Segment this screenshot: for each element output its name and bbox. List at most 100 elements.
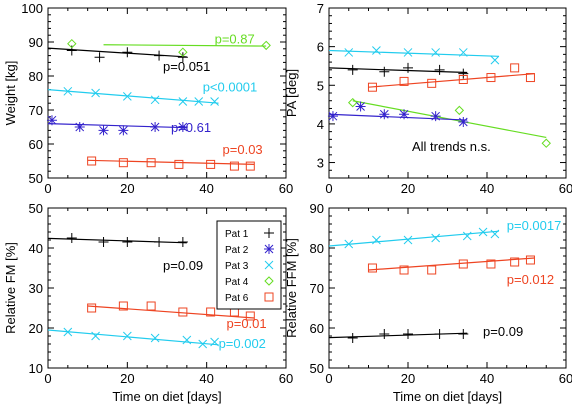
data-point	[403, 48, 413, 57]
data-point	[177, 237, 188, 247]
annotation-label: p=0.61	[171, 120, 211, 135]
x-tick-label: 0	[44, 371, 51, 386]
data-point	[206, 159, 216, 169]
data-point	[367, 82, 377, 92]
trend-line	[47, 47, 187, 58]
y-tick-label: 90	[310, 201, 324, 216]
trend-line	[328, 332, 468, 339]
data-point	[458, 116, 469, 127]
data-point	[454, 105, 465, 116]
data-point	[87, 303, 97, 313]
data-point	[118, 125, 129, 136]
data-point	[98, 125, 109, 136]
trend-line	[103, 44, 267, 47]
legend-marker	[264, 292, 274, 302]
y-tick-label: 70	[29, 103, 43, 118]
data-point	[458, 68, 469, 79]
y-tick-label: 7	[317, 1, 324, 16]
x-tick-label: 60	[559, 371, 572, 386]
legend-label: Pat 4	[225, 277, 249, 288]
data-point	[122, 237, 133, 247]
data-point	[462, 231, 472, 241]
annotation-label: p=0.051	[163, 59, 210, 74]
trend-line	[368, 73, 535, 88]
data-point	[91, 331, 100, 341]
y-axis-label: Relative FM [%]	[3, 242, 18, 334]
data-point	[458, 74, 468, 84]
data-point	[206, 307, 216, 317]
data-point	[427, 265, 437, 275]
legend-label: Pat 1	[225, 229, 249, 240]
x-tick-label: 20	[120, 181, 134, 196]
data-point	[91, 88, 100, 98]
data-point	[344, 48, 354, 57]
data-point	[146, 158, 156, 168]
data-point	[478, 227, 488, 237]
series-pat-3	[47, 327, 219, 349]
series-pat-1	[328, 62, 469, 79]
data-point	[63, 86, 73, 96]
x-tick-label: 60	[559, 181, 572, 196]
annotation-label: p=0.0017	[507, 218, 562, 233]
y-tick-label: 50	[310, 361, 324, 376]
data-point	[150, 333, 160, 343]
legend-marker	[264, 260, 274, 270]
data-point	[122, 331, 132, 341]
data-point	[510, 63, 520, 73]
data-point	[434, 64, 445, 75]
x-tick-label: 40	[480, 371, 494, 386]
trend-line	[47, 329, 219, 346]
trend-line	[47, 237, 187, 244]
y-tick-label: 10	[29, 361, 43, 376]
annotation-label: p=0.09	[483, 324, 523, 339]
data-point	[67, 38, 77, 49]
x-tick-label: 40	[480, 181, 494, 196]
series-pat-6	[367, 255, 535, 275]
data-point	[541, 138, 551, 148]
legend-label: Pat 2	[225, 245, 249, 256]
x-tick-label: 0	[325, 371, 332, 386]
data-point	[372, 235, 381, 245]
data-point	[399, 109, 410, 120]
annotation-label: p=0.01	[227, 316, 267, 331]
trend-line	[87, 305, 255, 319]
data-point	[403, 62, 413, 73]
trend-line	[328, 113, 468, 121]
legend-marker	[264, 228, 274, 238]
data-point	[146, 301, 156, 311]
y-tick-label: 80	[310, 241, 324, 256]
annotation-label: p=0.87	[215, 32, 255, 47]
chart-panel-2: 0 20 40 60 3 4 5 6 7 PA [deg] All trends n.s.	[284, 1, 572, 196]
data-point	[94, 52, 105, 63]
data-point	[198, 339, 208, 349]
data-point	[367, 263, 377, 273]
series-pat-6	[367, 63, 535, 92]
data-point	[347, 333, 358, 343]
data-point	[261, 40, 271, 51]
y-tick-label: 60	[310, 321, 324, 336]
annotation-label: p=0.012	[507, 272, 554, 287]
data-point	[150, 95, 160, 105]
data-point	[154, 50, 165, 61]
data-point	[177, 122, 188, 132]
chart-panel-3: 0 20 40 60 10 20 30 40 50 Relative FM [%] Time on …	[3, 201, 293, 404]
data-point	[174, 159, 184, 169]
data-point	[118, 301, 128, 311]
data-point	[486, 73, 496, 83]
data-point	[210, 337, 219, 347]
data-point	[63, 327, 73, 337]
data-point	[87, 156, 97, 166]
data-point	[182, 335, 192, 345]
legend: Pat 1 Pat 2 Pat 3 Pat 4 Pat 6	[216, 220, 282, 310]
x-tick-label: 0	[325, 181, 332, 196]
y-tick-label: 40	[29, 241, 43, 256]
y-tick-label: 30	[29, 281, 43, 296]
x-tick-label: 40	[199, 181, 213, 196]
chart-panel-1: 0 20 40 60 50 60 70 80 90 100 Weight [kg] p=0.87 p=0…	[3, 1, 293, 196]
series-pat-1	[328, 329, 469, 343]
data-point	[154, 237, 165, 247]
x-tick-label: 40	[199, 371, 213, 386]
trend-line	[368, 257, 535, 271]
x-tick-label: 20	[120, 371, 134, 386]
